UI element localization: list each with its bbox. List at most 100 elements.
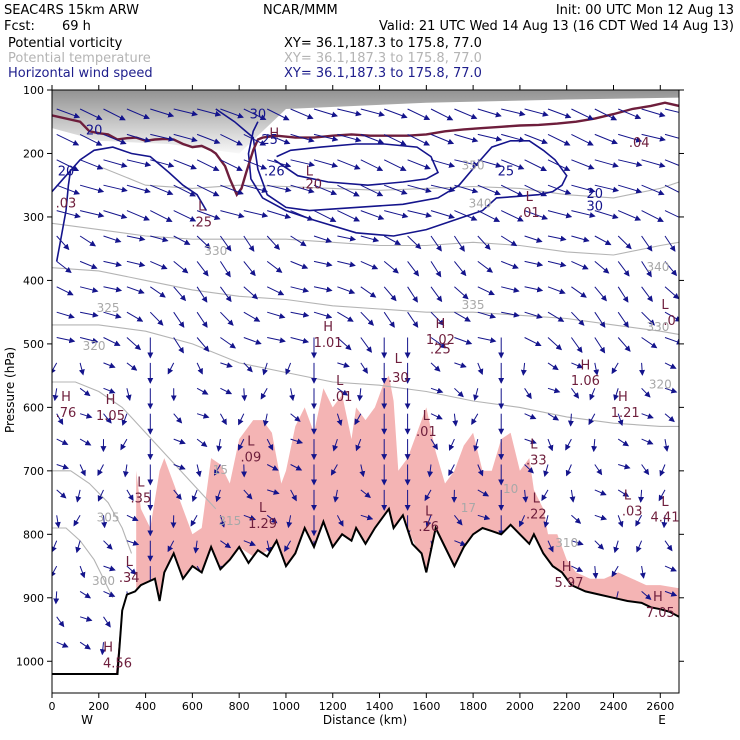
wind-vector <box>215 489 222 503</box>
wind-vector <box>635 515 643 527</box>
wind-vector <box>477 133 503 142</box>
wind-vector <box>430 133 455 145</box>
wind-vector <box>337 235 357 242</box>
wind-vector <box>173 438 186 445</box>
wind-vector <box>659 464 666 477</box>
wind-vector <box>617 261 630 277</box>
wind-vector <box>79 159 104 170</box>
wind-vector <box>290 311 310 318</box>
wind-vector <box>266 235 280 251</box>
x-tick-label: 1400 <box>366 700 394 713</box>
wind-vector <box>173 337 184 354</box>
theta-label: 350 <box>462 158 485 172</box>
pv-label: .76 <box>56 406 77 421</box>
x-tick-label: 2200 <box>553 700 581 713</box>
wind-vector <box>618 210 642 221</box>
wind-vector <box>547 413 560 421</box>
x-tick-label: 2400 <box>599 700 627 713</box>
pv-label: H <box>562 560 572 575</box>
wind-vector <box>524 210 549 220</box>
wind-vector <box>571 540 584 546</box>
wind-vector <box>216 439 223 452</box>
wind-vector <box>173 261 189 274</box>
wind-vector <box>126 565 137 575</box>
wind-vector <box>120 438 128 451</box>
wind-vector <box>126 159 152 168</box>
wind-vector <box>289 388 295 402</box>
wind-vector <box>173 133 198 143</box>
wind-vector <box>541 489 549 502</box>
pv-label: L <box>530 438 538 453</box>
wind-vector <box>569 489 576 503</box>
wind-vector <box>79 108 103 120</box>
x-tick-label: 2600 <box>646 700 674 713</box>
wind-vector <box>196 362 203 375</box>
wind-vector <box>477 159 502 168</box>
wind-vector <box>664 286 679 300</box>
wind-vector <box>313 108 338 118</box>
wind-vector <box>56 438 69 445</box>
wind-vector <box>196 108 222 117</box>
wind-vector <box>430 286 443 303</box>
pv-label: .26 <box>418 520 439 535</box>
wind-vector <box>617 286 629 303</box>
wind-vector <box>384 108 408 119</box>
pv-label: .09 <box>241 450 262 465</box>
wind-vector <box>286 515 293 529</box>
wind-vector <box>313 210 337 222</box>
pv-label: H <box>618 390 628 405</box>
field-xy-theta: XY= 36.1,187.3 to 175.8, 77.0 <box>284 51 482 66</box>
wind-vector <box>592 566 599 579</box>
wind-vector <box>290 337 310 344</box>
wind-vector <box>196 261 209 277</box>
wind-vector <box>477 260 494 273</box>
wind-vector <box>547 387 561 394</box>
wind-vector <box>193 540 200 554</box>
wind-vector <box>126 286 145 295</box>
wind-vector <box>594 540 605 550</box>
wind-vector <box>336 413 343 427</box>
wind-vector <box>664 413 675 423</box>
wind-vector <box>664 311 679 322</box>
wind-vector <box>477 311 497 319</box>
wind-vector <box>75 540 82 554</box>
wind-vector <box>641 133 666 142</box>
wind-vector <box>571 311 585 326</box>
wind-vector <box>265 540 272 554</box>
wind-vector <box>430 235 442 252</box>
wind-vector <box>357 388 364 402</box>
wind-vector <box>103 565 116 572</box>
wind-vector <box>126 108 150 120</box>
wind-vector <box>430 413 443 420</box>
wind-vector <box>524 108 549 117</box>
wind-vector <box>360 133 385 145</box>
theta-contour <box>52 324 679 427</box>
wind-vector <box>594 337 606 354</box>
x-tick-label: 200 <box>88 700 109 713</box>
wind-vector <box>173 210 197 222</box>
wind-vector <box>332 438 339 452</box>
wind-vector <box>641 286 653 303</box>
wind-vector <box>500 184 524 197</box>
wind-vector <box>594 311 606 328</box>
wind-speed-contour <box>52 146 208 212</box>
wind-vector <box>407 235 422 250</box>
wind-vector <box>337 133 362 143</box>
wind-vector <box>424 489 432 502</box>
wind-vector <box>594 184 620 193</box>
wind-vector <box>243 514 257 521</box>
wind-vector <box>594 133 618 145</box>
wind-vector <box>617 438 630 447</box>
wind-vector <box>196 438 208 448</box>
wind-vector <box>79 184 105 194</box>
wind-vector <box>290 210 314 221</box>
fcst-value: 69 h <box>62 19 91 34</box>
wind-vector <box>588 413 596 426</box>
wind-vector <box>594 286 607 302</box>
wind-vector <box>565 464 572 477</box>
wind-vector <box>477 337 497 344</box>
wind-vector <box>97 489 104 502</box>
wind-vector <box>173 413 183 424</box>
wind-speed-contour <box>55 169 72 262</box>
fcst-label: Fcst: <box>4 19 35 34</box>
